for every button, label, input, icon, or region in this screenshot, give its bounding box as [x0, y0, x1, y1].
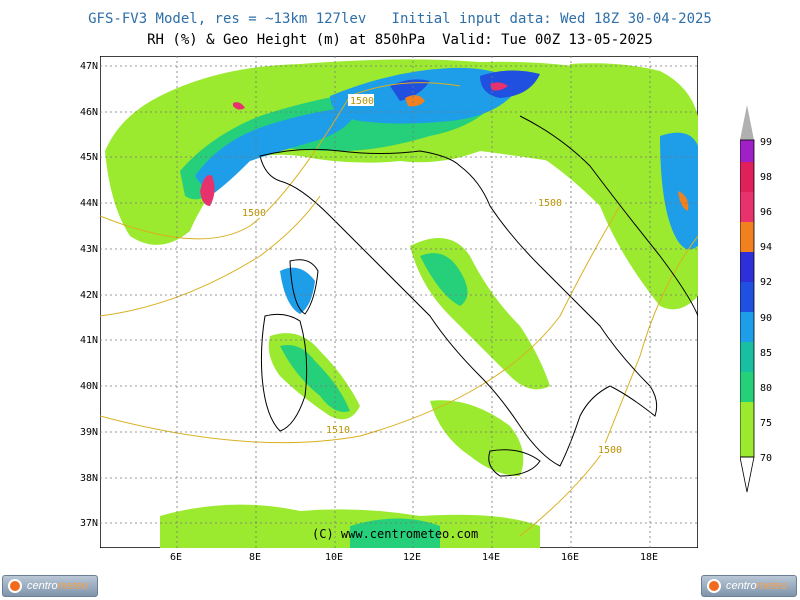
scale-label: 85 — [760, 348, 773, 359]
logo-text-accent: meteo — [57, 580, 89, 592]
logo-circle-icon — [8, 579, 22, 593]
lon-label: 18E — [639, 552, 659, 563]
lat-label: 46N — [79, 107, 98, 118]
geo-height-contours — [100, 82, 698, 537]
contour-label: 1500 — [598, 445, 622, 456]
scale-top-arrow — [740, 105, 754, 140]
contour-label: 1500 — [538, 198, 562, 209]
contour-label: 1500 — [350, 96, 374, 107]
map-title-line1: GFS-FV3 Model, res = ~13km 127lev Initia… — [88, 11, 712, 27]
lon-label: 12E — [402, 552, 422, 563]
logo-text: centro — [27, 580, 58, 592]
scale-label: 96 — [760, 207, 773, 218]
scale-label: 80 — [760, 383, 773, 394]
lat-label: 45N — [79, 152, 98, 163]
lat-label: 43N — [79, 244, 98, 255]
scale-label: 94 — [760, 242, 773, 253]
map-title-line2: RH (%) & Geo Height (m) at 850hPa Valid:… — [147, 32, 653, 48]
lat-label: 41N — [79, 335, 98, 346]
lon-label: 6E — [169, 552, 183, 563]
scale-label: 90 — [760, 313, 773, 324]
weather-map: 1500 1500 1500 1510 1500 — [100, 56, 698, 548]
logo-text: centro — [726, 580, 757, 592]
lat-label: 38N — [79, 473, 98, 484]
scale-label: 99 — [760, 137, 773, 148]
scale-label: 92 — [760, 277, 773, 288]
copyright-text: (C) www.centrometeo.com — [312, 527, 479, 541]
centrometeo-logo[interactable]: centrometeo — [2, 575, 98, 597]
scale-label: 98 — [760, 172, 773, 183]
lat-label: 44N — [79, 198, 98, 209]
scale-label: 70 — [760, 453, 773, 464]
lat-label: 42N — [79, 290, 98, 301]
contour-label: 1500 — [242, 208, 266, 219]
lat-label: 47N — [79, 61, 98, 72]
lon-label: 14E — [481, 552, 501, 563]
rh-shading — [105, 59, 698, 548]
centrometeo-logo[interactable]: centrometeo — [701, 575, 797, 597]
scale-label: 75 — [760, 418, 773, 429]
logo-text-accent: meteo — [756, 580, 788, 592]
coastlines — [259, 115, 698, 477]
lon-label: 8E — [248, 552, 262, 563]
lat-lon-grid — [100, 56, 698, 548]
lon-label: 10E — [324, 552, 344, 563]
lat-label: 39N — [79, 427, 98, 438]
lon-label: 16E — [560, 552, 580, 563]
lat-label: 40N — [79, 381, 98, 392]
lat-label: 37N — [79, 518, 98, 529]
rh-color-scale — [740, 105, 755, 493]
logo-circle-icon — [707, 579, 721, 593]
contour-label: 1510 — [326, 425, 350, 436]
